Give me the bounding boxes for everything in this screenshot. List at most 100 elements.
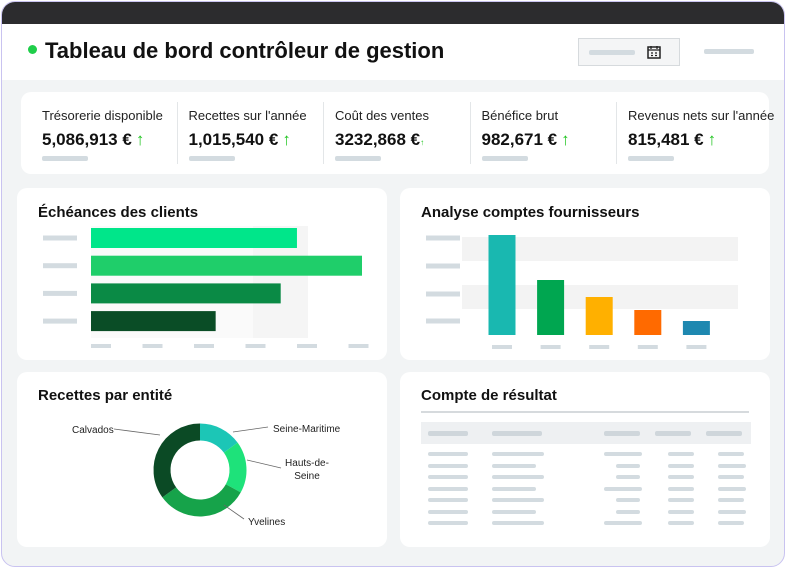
kpi-number: 3232,868 €: [335, 130, 421, 149]
placeholder: [668, 521, 694, 525]
placeholder: [589, 50, 635, 55]
placeholder: [718, 486, 746, 491]
donut-label: Hauts-de-Seine: [285, 458, 329, 482]
y-placeholder: [43, 318, 77, 324]
title-bar: [2, 2, 784, 24]
kpi-label: Coût des ventes: [335, 108, 429, 123]
separator: [176, 102, 178, 164]
status-dot: [28, 45, 37, 54]
trend-arrow: ↑: [282, 130, 291, 149]
kpi-number: 982,671 €: [481, 130, 558, 149]
y-placeholder: [426, 291, 460, 297]
page-title: Tableau de bord contrôleur de gestion: [45, 38, 445, 63]
bar: [488, 235, 516, 335]
leader-line: [113, 428, 161, 436]
placeholder: [704, 49, 754, 54]
placeholder: [604, 486, 642, 491]
donut-segment: [199, 423, 238, 454]
placeholder: [492, 475, 544, 479]
x-placeholder: [245, 344, 266, 348]
trend-arrow: ↑: [561, 130, 570, 149]
table-card: Compte de résultat: [400, 372, 770, 547]
kpi: Revenus nets sur l'année 815,481 € ↑: [628, 92, 774, 174]
x-placeholder: [297, 344, 317, 348]
kpi-label: Recettes sur l'année: [188, 108, 307, 123]
kpi-number: 5,086,913 €: [42, 130, 132, 149]
placeholder: [428, 498, 468, 502]
placeholder: [655, 431, 691, 436]
kpi-card: Trésorerie disponible 5,086,913 € ↑ Recette…: [21, 92, 774, 174]
placeholder: [668, 463, 694, 468]
chart-title: Recettes par entité: [38, 387, 173, 404]
placeholder: [668, 486, 694, 491]
kpi-value: 5,086,913 € ↑: [42, 130, 144, 150]
placeholder: [428, 463, 468, 468]
x-placeholder: [348, 344, 369, 348]
placeholder: [428, 431, 468, 436]
placeholder: [668, 475, 694, 479]
y-placeholder: [43, 290, 77, 296]
header: Tableau de bord contrôleur de gestion: [2, 24, 784, 80]
placeholder: [718, 452, 744, 456]
placeholder: [492, 498, 544, 502]
placeholder: [481, 156, 528, 161]
kpi-label: Bénéfice brut: [481, 108, 559, 123]
x-placeholder: [637, 345, 658, 349]
kpi-label: Revenus nets sur l'année: [628, 108, 775, 123]
x-placeholder: [589, 345, 610, 349]
trend-arrow: ↑: [135, 130, 145, 149]
placeholder: [668, 452, 694, 456]
y-placeholder: [426, 263, 460, 269]
leader-line: [223, 504, 245, 520]
calendar-icon: [647, 46, 661, 59]
y-placeholder: [43, 263, 77, 269]
placeholder: [492, 486, 536, 491]
leader-line: [232, 426, 269, 433]
bar: [91, 311, 216, 332]
placeholder: [718, 521, 744, 525]
placeholder: [492, 509, 536, 514]
chart-card: Recettes par entité: [17, 372, 387, 547]
placeholder: [718, 509, 746, 514]
placeholder: [428, 452, 468, 456]
kpi-value: 982,671 € ↑: [482, 130, 570, 150]
bar: [682, 321, 710, 335]
placeholder: [188, 156, 235, 161]
donut-segment: [153, 423, 201, 498]
y-placeholder: [43, 235, 77, 241]
leader-line: [246, 459, 282, 469]
placeholder: [492, 521, 544, 525]
trend-arrow: ↑: [420, 138, 425, 147]
x-placeholder: [194, 344, 214, 348]
kpi-number: 815,481 €: [628, 130, 704, 149]
placeholder: [492, 431, 542, 436]
trend-arrow: ↑: [707, 130, 717, 149]
bar: [585, 297, 613, 335]
date-picker[interactable]: [578, 38, 680, 66]
kpi: Bénéfice brut 982,671 € ↑: [481, 92, 628, 174]
placeholder: [604, 431, 640, 436]
kpi-value: 815,481 € ↑: [628, 130, 716, 150]
placeholder: [668, 498, 694, 502]
table-header: [421, 422, 751, 444]
x-placeholder: [142, 344, 163, 348]
x-placeholder: [492, 345, 512, 349]
x-placeholder: [686, 345, 707, 349]
bar: [91, 228, 297, 248]
x-placeholder: [540, 345, 561, 349]
kpi-label: Trésorerie disponible: [42, 108, 163, 123]
placeholder: [604, 521, 642, 525]
placeholder: [604, 452, 642, 456]
divider: [421, 411, 749, 413]
donut-label: Yvelines: [248, 517, 286, 528]
bar: [91, 255, 362, 276]
placeholder: [428, 486, 468, 491]
placeholder: [616, 509, 640, 514]
placeholder: [616, 475, 640, 479]
donut-label: Seine-Maritime: [273, 424, 341, 435]
kpi: Coût des ventes 3232,868 €↑: [335, 92, 481, 174]
table-title: Compte de résultat: [421, 387, 557, 404]
bar: [634, 310, 662, 335]
placeholder: [706, 431, 742, 436]
